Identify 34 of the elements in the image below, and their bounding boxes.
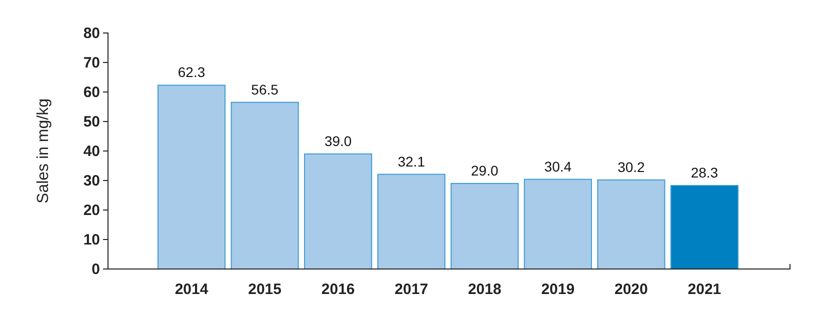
bar <box>670 185 738 270</box>
x-tick-label: 2014 <box>174 281 209 298</box>
x-tick-label: 2019 <box>541 281 575 298</box>
bar <box>377 174 446 270</box>
x-tick-label: 2015 <box>248 281 282 298</box>
bar <box>158 84 226 270</box>
y-tick-label: 40 <box>83 142 100 160</box>
y-tick-label: 0 <box>92 260 100 278</box>
y-tick-label: 60 <box>83 84 100 101</box>
y-tick-label: 70 <box>83 54 100 72</box>
data-label: 29.0 <box>471 162 498 178</box>
data-label: 28.3 <box>690 164 718 181</box>
bar <box>230 102 299 270</box>
bar <box>524 178 592 270</box>
y-tick-label: 50 <box>83 113 100 130</box>
data-label: 56.5 <box>251 81 279 98</box>
x-tick-label: 2016 <box>321 281 355 298</box>
y-tick-label: 10 <box>83 231 100 248</box>
data-label: 30.4 <box>544 158 572 174</box>
data-label: 32.1 <box>398 153 426 170</box>
y-axis-title: Sales in mg/kg <box>35 98 52 204</box>
x-tick-label: 2021 <box>688 281 722 298</box>
x-tick-label: 2017 <box>394 281 428 298</box>
y-tick-label: 20 <box>83 202 100 219</box>
x-tick-label: 2018 <box>468 281 502 298</box>
y-tick-label: 30 <box>83 172 100 190</box>
bar <box>450 182 519 270</box>
x-tick-label: 2020 <box>614 281 648 298</box>
data-label: 62.3 <box>178 64 206 80</box>
data-label: 30.2 <box>618 158 646 175</box>
bar <box>304 153 372 270</box>
y-tick-label: 80 <box>83 24 100 42</box>
data-label: 39.0 <box>324 132 352 149</box>
bar <box>597 179 666 270</box>
